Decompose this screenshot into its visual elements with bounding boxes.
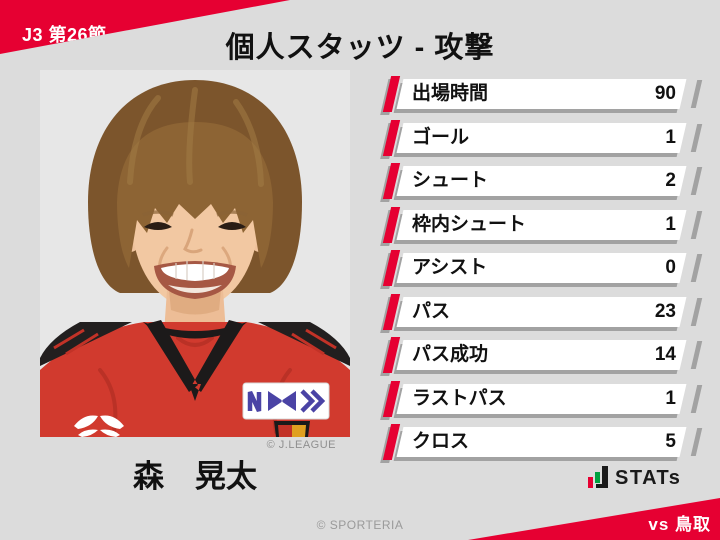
stat-label: シュート bbox=[412, 170, 489, 191]
stat-slash-decoration bbox=[690, 167, 703, 195]
stat-value: 5 bbox=[665, 431, 676, 452]
stat-label: アシスト bbox=[412, 257, 488, 278]
brand-chevrons-icon bbox=[74, 415, 124, 437]
stats-logo-text: STATs bbox=[615, 467, 682, 489]
stat-value: 14 bbox=[654, 344, 676, 365]
stat-value: 0 bbox=[665, 257, 676, 278]
site-credit: © SPORTERIA bbox=[316, 518, 404, 532]
stat-row: パス成功 14 bbox=[382, 337, 710, 375]
stat-value: 1 bbox=[665, 387, 676, 409]
stat-row: パス 23 bbox=[382, 293, 710, 332]
stat-label: パス成功 bbox=[412, 344, 489, 365]
stat-slash-decoration bbox=[690, 384, 703, 413]
stats-list: 出場時間 90 ゴール 1 シュート 2 枠内シュート 1 bbox=[382, 76, 710, 468]
eye-right bbox=[218, 222, 246, 230]
stat-label: ラストパス bbox=[412, 387, 507, 409]
stat-value: 23 bbox=[654, 300, 676, 322]
stats-logo: STATs bbox=[588, 466, 681, 489]
player-name: 森 晃太 bbox=[133, 459, 257, 494]
stat-label: クロス bbox=[412, 431, 470, 452]
stat-slash-decoration bbox=[690, 254, 703, 282]
stat-slash-decoration bbox=[690, 80, 703, 108]
stat-row: ラストパス 1 bbox=[382, 380, 710, 419]
opponent-label: vs 鳥取 bbox=[648, 515, 711, 534]
stat-slash-decoration bbox=[690, 341, 703, 369]
page-title: 個人スタッツ - 攻撃 bbox=[225, 32, 495, 64]
stat-value: 2 bbox=[665, 170, 676, 191]
player-photo bbox=[40, 70, 350, 437]
eye-left bbox=[144, 222, 172, 230]
stat-slash-decoration bbox=[690, 123, 703, 152]
stat-row: 枠内シュート 1 bbox=[382, 206, 710, 245]
club-crest bbox=[274, 421, 310, 437]
stat-slash-decoration bbox=[690, 297, 703, 326]
stat-label: ゴール bbox=[412, 126, 470, 148]
stat-row: ゴール 1 bbox=[382, 119, 710, 158]
stat-row: アシスト 0 bbox=[382, 250, 710, 288]
stat-row: 出場時間 90 bbox=[382, 76, 710, 114]
stat-label: 出場時間 bbox=[412, 83, 489, 104]
stat-row: シュート 2 bbox=[382, 163, 710, 201]
stat-value: 90 bbox=[654, 83, 676, 104]
stat-slash-decoration bbox=[690, 428, 703, 456]
hair-fringe bbox=[117, 122, 273, 268]
stat-label: パス bbox=[412, 300, 451, 322]
stat-row: クロス 5 bbox=[382, 424, 710, 462]
stat-value: 1 bbox=[665, 126, 676, 148]
stat-slash-decoration bbox=[690, 210, 703, 239]
bar-chart-icon bbox=[588, 466, 608, 488]
photo-credit: © J.LEAGUE bbox=[266, 439, 336, 451]
sponsor-patch bbox=[242, 382, 330, 420]
stat-label: 枠内シュート bbox=[412, 213, 527, 235]
stat-value: 1 bbox=[665, 213, 676, 235]
